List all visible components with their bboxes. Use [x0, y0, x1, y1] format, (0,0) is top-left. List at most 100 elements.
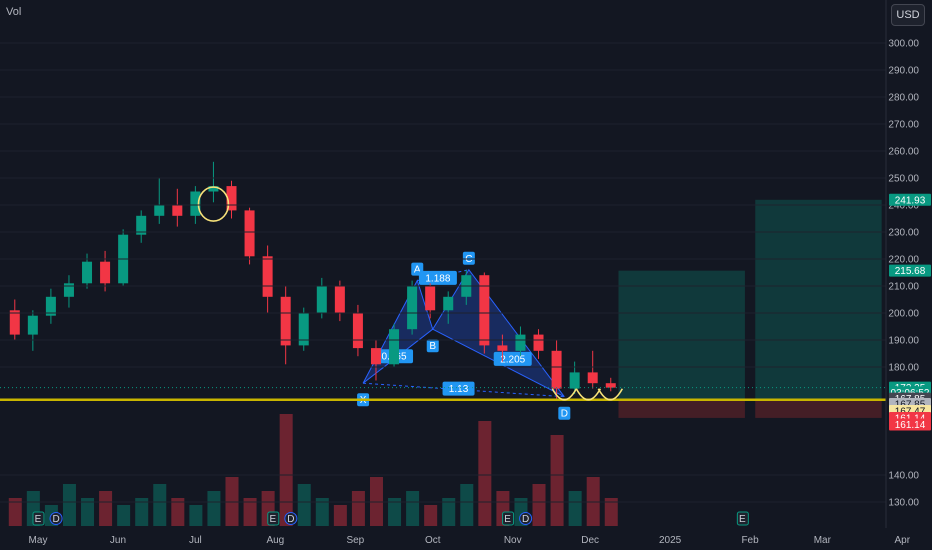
candle-body [262, 256, 273, 297]
y-tick-label: 210.00 [888, 282, 919, 293]
volume-bar [279, 414, 293, 526]
candle-body [45, 296, 56, 316]
event-marker-label: E [504, 514, 511, 525]
volume-bar [8, 498, 22, 526]
ratio-label: 1.13 [449, 384, 469, 395]
volume-bar [315, 498, 329, 526]
volume-bar [532, 484, 546, 526]
ratio-badge [493, 351, 532, 366]
overlay [0, 186, 886, 402]
price-tags: 241.93215.68172.3503:06:52167.85167.8516… [889, 193, 931, 431]
pattern-point-b: B [429, 341, 436, 352]
candle-body [587, 372, 598, 384]
x-tick-label: Jul [189, 535, 202, 546]
y-tick-label: 260.00 [888, 147, 919, 158]
annotation-arc [551, 388, 578, 401]
ratio-label: 1.188 [425, 273, 450, 284]
candle-body [100, 261, 111, 284]
ratio-label: 2.205 [500, 354, 525, 365]
volume-bar [388, 498, 402, 526]
volume-bar [604, 498, 618, 526]
y-tick-label: 240.00 [888, 201, 919, 212]
candle-body [497, 345, 508, 351]
candles [9, 161, 616, 400]
profit-zone [755, 199, 882, 400]
earnings-marker [736, 511, 749, 526]
volume-bar [81, 498, 95, 526]
volume-bar [460, 484, 474, 526]
currency-button[interactable]: USD [891, 4, 925, 26]
volume-bar [135, 498, 149, 526]
y-tick-label: 280.00 [888, 93, 919, 104]
y-tick-label: 270.00 [888, 120, 919, 131]
pattern-point-badge [426, 339, 439, 353]
y-tick-label: 200.00 [888, 309, 919, 320]
price-tag [889, 193, 931, 206]
candle-body [136, 215, 147, 235]
y-tick-label: 130.00 [888, 498, 919, 509]
earnings-marker [32, 511, 45, 526]
dividend-marker [519, 512, 533, 525]
volume-bar [99, 491, 113, 526]
dividend-marker [49, 512, 63, 525]
annotation-arc [597, 388, 624, 401]
x-tick-label: Feb [741, 535, 759, 546]
volume-bar [171, 498, 185, 526]
profit-zone [618, 270, 745, 400]
candle-body [172, 205, 183, 216]
x-tick-label: 2025 [659, 535, 682, 546]
candle-body [208, 186, 219, 192]
candle-body [479, 275, 490, 346]
volume-bar [333, 505, 347, 526]
volume-bar [243, 498, 257, 526]
candle-body [425, 286, 436, 311]
event-marker-label: E [269, 514, 276, 525]
pattern-xd [363, 382, 565, 398]
ratio-badge [442, 381, 475, 396]
y-tick-label: 180.00 [888, 363, 919, 374]
pattern-point-badge [558, 406, 571, 420]
x-tick-label: Mar [814, 535, 832, 546]
candle-body [551, 350, 562, 389]
pattern-point-badge [462, 251, 475, 265]
y-tick-label: 300.00 [888, 39, 919, 50]
event-marker-label: D [522, 514, 529, 525]
axes: 130.00 140.00 180.00 190.00 200.00 210.00 220.… [0, 0, 919, 546]
event-marker-label: E [35, 514, 42, 525]
pattern-bcd [432, 268, 565, 398]
x-tick-label: Oct [425, 535, 441, 546]
x-tick-label: Dec [581, 535, 599, 546]
event-marker-label: D [287, 514, 294, 525]
x-tick-label: Aug [266, 535, 284, 546]
volume-bar [207, 491, 221, 526]
candle-body [244, 210, 255, 257]
y-tick-label: 290.00 [888, 66, 919, 77]
y-tick-label: 220.00 [888, 255, 919, 266]
price-tag-label: 161.14 [895, 420, 926, 431]
volume-bar [297, 484, 311, 526]
annotation-arc [575, 388, 602, 401]
volume-bar [189, 505, 203, 526]
event-marker-label: D [52, 514, 59, 525]
candle-body [370, 348, 381, 365]
candle-body [316, 286, 327, 313]
stop-zone [755, 399, 882, 418]
candle-body [407, 286, 418, 330]
x-tick-label: May [29, 535, 48, 546]
ratio-badge [418, 270, 457, 285]
candle-body [443, 296, 454, 311]
y-tick-label: 140.00 [888, 471, 919, 482]
x-tick-label: Apr [895, 535, 911, 546]
y-tick-label: 190.00 [888, 336, 919, 347]
volume-label: Vol [6, 6, 22, 18]
candle-body [533, 334, 544, 351]
volume-bar [351, 491, 365, 526]
x-tick-label: Nov [504, 535, 522, 546]
x-tick-label: Sep [346, 535, 364, 546]
candle-body [27, 315, 38, 335]
candle-body [389, 329, 400, 365]
candle-body [226, 186, 237, 211]
candle-body [298, 313, 309, 346]
